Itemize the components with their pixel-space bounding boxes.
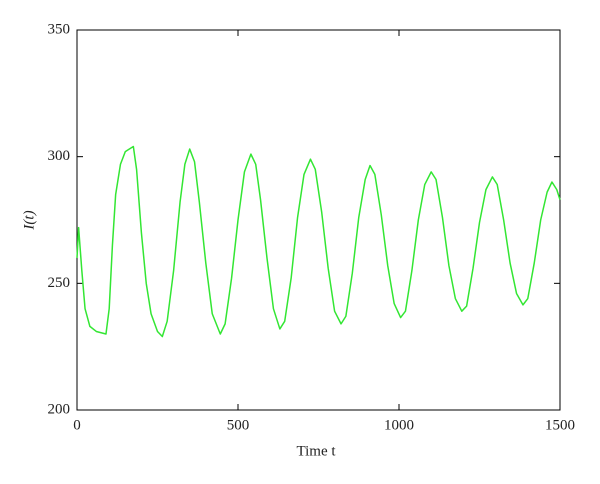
plot-frame xyxy=(76,29,561,411)
x-tick-label: 500 xyxy=(227,417,250,433)
data-line xyxy=(76,145,561,338)
x-axis-label: Time t xyxy=(296,443,336,459)
x-tick-label: 1500 xyxy=(545,417,575,433)
x-tick-label: 0 xyxy=(73,417,81,433)
y-axis-label: I(t) xyxy=(21,210,37,230)
x-tick-label: 1000 xyxy=(384,417,414,433)
y-tick-label: 300 xyxy=(48,148,71,164)
y-tick-label: 200 xyxy=(48,401,71,417)
y-tick-label: 250 xyxy=(48,275,71,291)
y-tick-label: 350 xyxy=(48,21,71,37)
